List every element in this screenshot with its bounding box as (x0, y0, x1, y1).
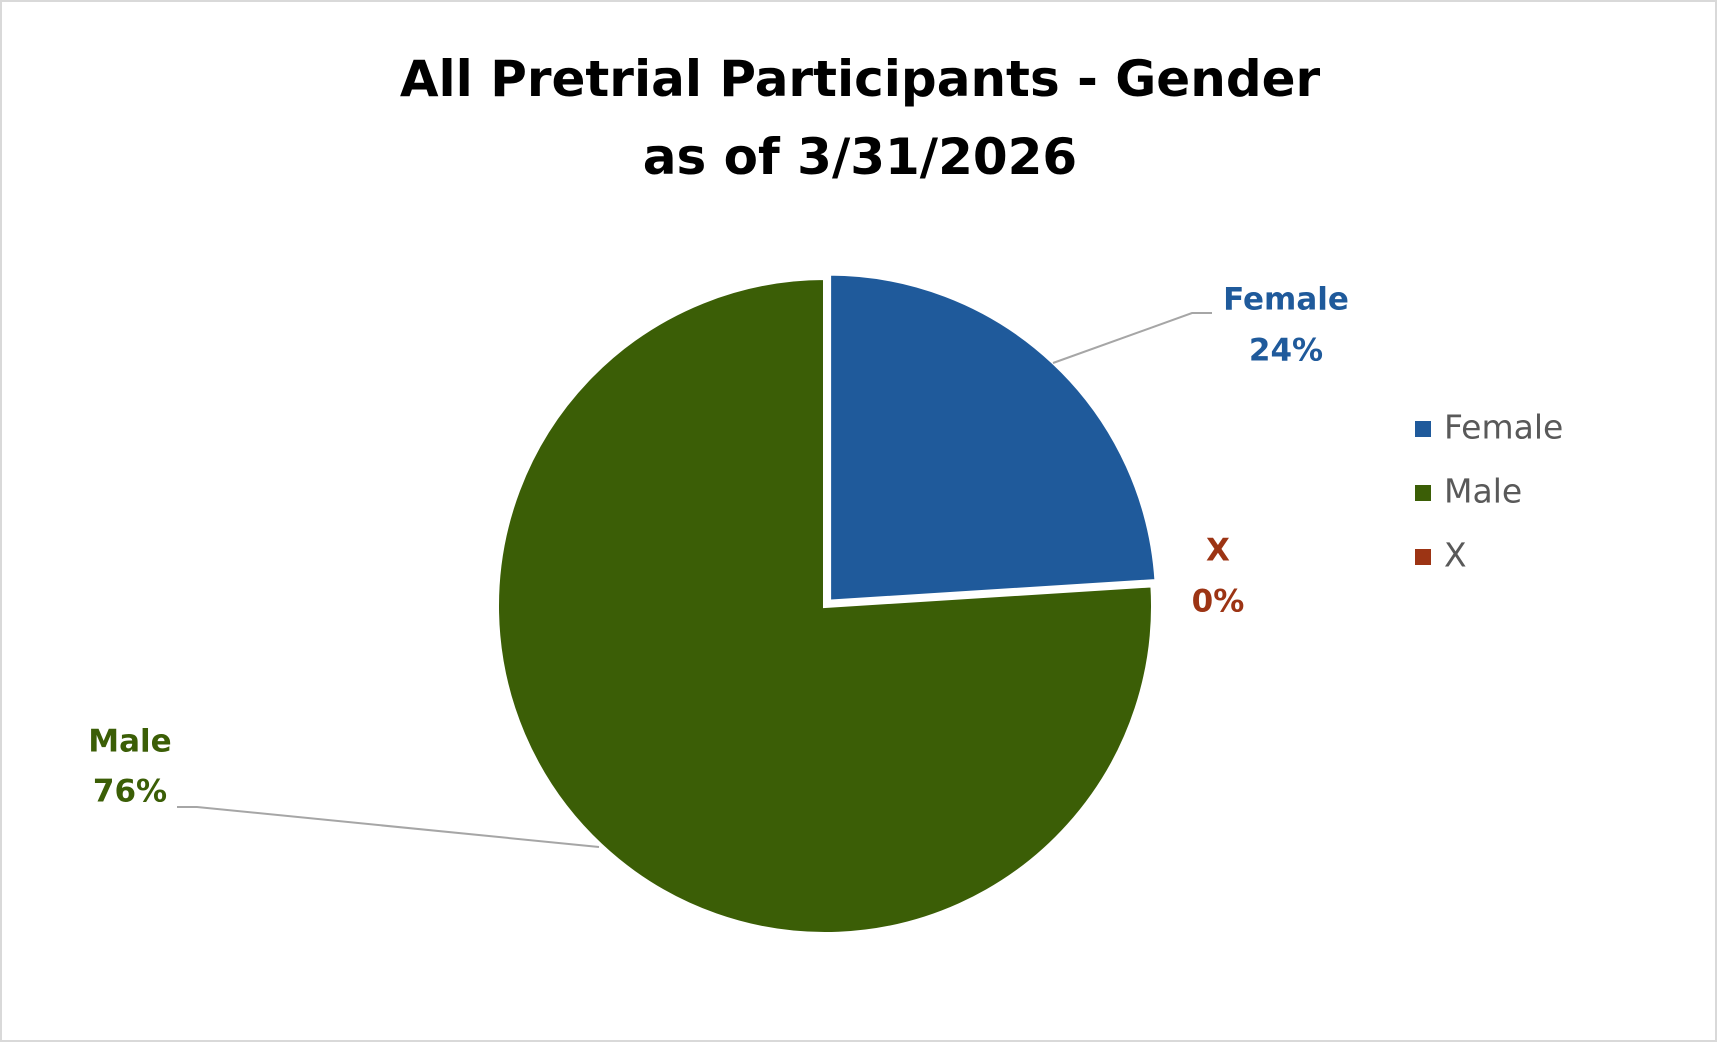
leader-line (1052, 312, 1212, 364)
data-label-name: X (1206, 533, 1230, 569)
data-label: 76% (93, 774, 167, 810)
pie-slice (827, 271, 1159, 604)
chart-title: All Pretrial Participants - Gender as of… (399, 50, 1321, 186)
legend-label: X (1444, 536, 1467, 575)
data-label-name: Male (88, 724, 171, 760)
legend-label: Male (1444, 472, 1522, 511)
leader-line (177, 806, 600, 848)
legend-label: Female (1444, 408, 1563, 447)
data-label: 0% (1192, 584, 1245, 620)
data-label: 24% (1249, 333, 1323, 369)
data-label-name: Female (1223, 282, 1349, 318)
legend-swatch (1415, 549, 1431, 565)
legend-swatch (1415, 485, 1431, 501)
legend-swatch (1415, 421, 1431, 437)
